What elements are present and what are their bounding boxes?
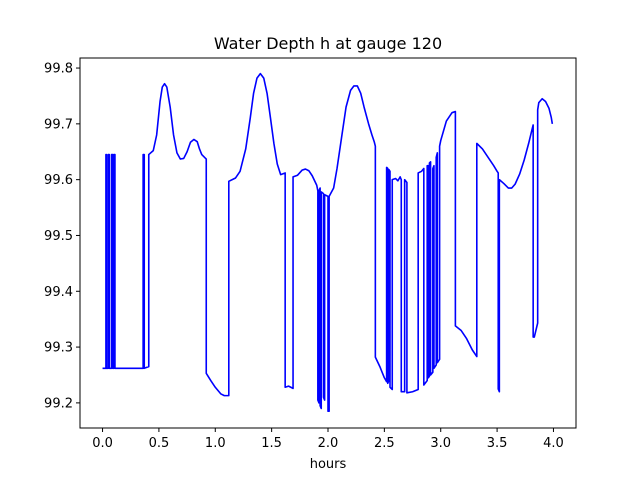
y-tick-label: 99.4 bbox=[44, 285, 73, 300]
y-tick-label: 99.2 bbox=[44, 396, 73, 411]
x-tick-label: 4.0 bbox=[543, 436, 564, 451]
chart-title: Water Depth h at gauge 120 bbox=[214, 34, 442, 53]
series-line bbox=[102, 72, 554, 413]
x-tick-label: 0.5 bbox=[149, 436, 170, 451]
x-tick-label: 2.0 bbox=[318, 436, 339, 451]
x-tick-label: 2.5 bbox=[374, 436, 395, 451]
plot-frame bbox=[79, 57, 577, 429]
x-axis-label: hours bbox=[310, 457, 347, 472]
y-tick-label: 99.7 bbox=[44, 117, 73, 132]
y-tick-label: 99.5 bbox=[44, 229, 73, 244]
x-tick-label: 1.0 bbox=[205, 436, 226, 451]
y-tick-label: 99.3 bbox=[44, 341, 73, 356]
x-tick-label: 1.5 bbox=[261, 436, 282, 451]
x-tick-label: 3.0 bbox=[430, 436, 451, 451]
y-tick-label: 99.6 bbox=[44, 173, 73, 188]
axis-ticks: 0.0 0.5 1.0 1.5 2.0 2.5 3.0 3.5 4.0 99.2 99.3 99.4 9… bbox=[44, 62, 564, 451]
x-tick-label: 3.5 bbox=[487, 436, 508, 451]
series-lines bbox=[102, 72, 554, 413]
x-tick-label: 0.0 bbox=[92, 436, 113, 451]
y-tick-label: 99.8 bbox=[44, 62, 73, 77]
